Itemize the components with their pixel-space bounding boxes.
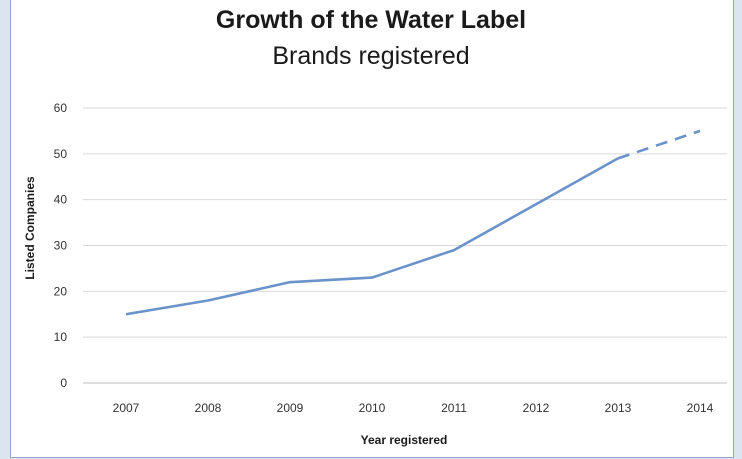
- x-tick-label: 2009: [277, 401, 304, 415]
- x-tick-labels: 2007 2008 2009 2010 2011 2012 2013 2014: [113, 401, 714, 415]
- y-tick-label: 20: [54, 284, 68, 298]
- series-line: [125, 157, 619, 316]
- x-tick-label: 2007: [113, 401, 140, 415]
- x-tick-label: 2010: [359, 401, 386, 415]
- projection-line: [617, 129, 701, 160]
- x-tick-label: 2013: [605, 401, 632, 415]
- y-tick-label: 0: [60, 376, 67, 390]
- y-tick-label: 10: [54, 330, 68, 344]
- y-tick-labels: 0 10 20 30 40 50 60: [54, 101, 68, 390]
- chart-frame: [10, 0, 734, 458]
- y-tick-label: 30: [54, 239, 68, 253]
- x-axis-label: Year registered: [361, 433, 448, 447]
- chart-title: Growth of the Water Label: [215, 6, 527, 34]
- x-tick-label: 2011: [441, 401, 467, 415]
- x-tick-label: 2008: [195, 401, 222, 415]
- x-tick-label: 2012: [523, 401, 550, 415]
- y-tick-label: 60: [54, 101, 68, 115]
- chart-subtitle: Brands registered: [272, 42, 470, 70]
- y-axis-label: Listed Companies: [23, 176, 37, 280]
- y-tick-label: 40: [54, 193, 68, 207]
- gridlines: [83, 107, 727, 384]
- x-tick-label: 2014: [687, 401, 714, 415]
- y-tick-label: 50: [54, 147, 68, 161]
- series-lines: [125, 129, 701, 316]
